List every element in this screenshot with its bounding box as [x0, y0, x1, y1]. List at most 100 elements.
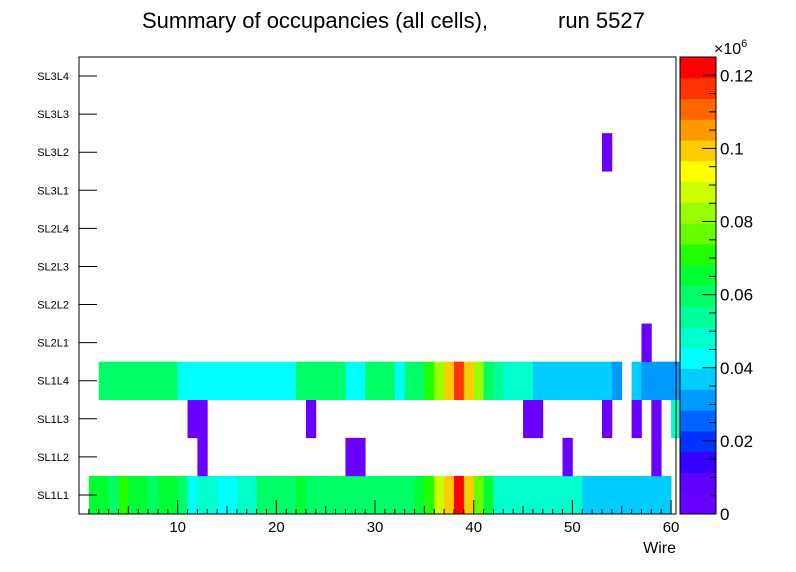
heatmap-cell: [167, 475, 179, 515]
heatmap-cell: [414, 361, 425, 401]
heatmap-cell: [621, 475, 632, 515]
x-tick-label: 10: [169, 519, 186, 536]
heatmap-cell: [138, 361, 149, 401]
heatmap-cell: [98, 475, 110, 515]
heatmap-cell: [177, 361, 188, 401]
heatmap-cell: [187, 399, 198, 439]
heatmap-cell: [483, 475, 494, 515]
color-scale-segment: [680, 327, 716, 349]
y-tick-label: SL1L1: [37, 490, 69, 502]
heatmap-cell: [651, 437, 662, 477]
heatmap-cell: [128, 361, 139, 401]
heatmap-cell: [414, 475, 425, 515]
heatmap-cell: [601, 361, 613, 401]
heatmap-cell: [641, 361, 652, 401]
heatmap-cell: [276, 361, 287, 401]
heatmap-cell: [118, 475, 129, 515]
y-tick-label: SL1L2: [37, 452, 69, 464]
heatmap-cell: [305, 475, 317, 515]
y-tick-label: SL2L3: [37, 261, 69, 273]
heatmap-cell: [365, 475, 376, 515]
z-tick-label: 0.02: [720, 432, 753, 451]
heatmap-cell: [641, 475, 652, 515]
heatmap-cells: [88, 133, 682, 515]
heatmap-cell: [394, 361, 406, 401]
heatmap-cell: [355, 437, 366, 477]
heatmap-cell: [375, 475, 386, 515]
heatmap-cell: [542, 361, 554, 401]
heatmap-cell: [118, 361, 129, 401]
heatmap-cell: [345, 475, 356, 515]
heatmap-cell: [463, 361, 475, 401]
heatmap-cell: [592, 475, 603, 515]
heatmap-cell: [434, 475, 445, 515]
heatmap-cell: [286, 361, 297, 401]
heatmap-cell: [315, 475, 327, 515]
heatmap-cell: [325, 475, 336, 515]
run-label: run 5527: [558, 8, 645, 33]
heatmap-cell: [256, 475, 267, 515]
color-scale-segment: [680, 368, 716, 390]
heatmap-cell: [611, 361, 623, 401]
heatmap-cell: [394, 475, 406, 515]
heatmap-cell: [217, 361, 228, 401]
heatmap-cell: [651, 399, 662, 439]
heatmap-cell: [562, 475, 573, 515]
heatmap-cell: [651, 475, 662, 515]
heatmap-cell: [227, 475, 238, 515]
heatmap-cell: [266, 361, 277, 401]
color-scale-segment: [680, 451, 716, 473]
heatmap-cell: [424, 475, 435, 515]
heatmap-cell: [552, 361, 563, 401]
heatmap-cell: [197, 361, 208, 401]
heatmap-cell: [404, 361, 415, 401]
color-scale-segment: [680, 223, 716, 245]
heatmap-cell: [503, 475, 514, 515]
heatmap-cell: [157, 361, 169, 401]
heatmap-cell: [365, 361, 376, 401]
z-tick-label: 0.06: [720, 286, 753, 305]
heatmap-cell: [355, 361, 366, 401]
heatmap-cell: [453, 361, 465, 401]
color-scale-segment: [680, 430, 716, 453]
heatmap-cell: [572, 475, 583, 515]
heatmap-cell: [236, 475, 248, 515]
heatmap-cell: [444, 361, 455, 401]
color-scale-segment: [680, 181, 716, 203]
z-tick-label: 0.08: [720, 213, 753, 232]
z-tick-label: 0: [720, 505, 729, 524]
heatmap-cell: [197, 475, 208, 515]
heatmap-cell: [335, 361, 346, 401]
heatmap-cell: [325, 361, 336, 401]
color-scale-segment: [680, 285, 716, 307]
heatmap-cell: [246, 475, 258, 515]
y-tick-label: SL3L3: [37, 109, 69, 121]
z-tick-label: 0.1: [720, 139, 744, 158]
heatmap-cell: [217, 475, 228, 515]
y-tick-label: SL2L4: [37, 223, 69, 235]
heatmap-cell: [631, 399, 642, 439]
heatmap-cell: [651, 361, 662, 401]
heatmap-cell: [483, 361, 494, 401]
chart-title: Summary of occupancies (all cells),: [142, 8, 488, 33]
x-axis: 10 20 30 40 50 60: [88, 500, 680, 536]
heatmap-cell: [641, 323, 652, 362]
heatmap-cell: [473, 475, 484, 515]
z-scale-exponent: ×106: [714, 38, 747, 58]
heatmap-cell: [661, 361, 672, 401]
heatmap-cell: [197, 399, 208, 439]
heatmap-cell: [355, 475, 366, 515]
x-tick-label: 60: [663, 519, 680, 536]
heatmap-cell: [384, 475, 396, 515]
heatmap-cell: [157, 475, 169, 515]
heatmap-cell: [611, 475, 623, 515]
x-tick-label: 20: [268, 519, 285, 536]
color-scale-segment: [680, 119, 716, 141]
color-scale-segment: [680, 389, 716, 411]
heatmap-cell: [582, 475, 593, 515]
color-scale-segment: [680, 493, 716, 515]
heatmap-cell: [582, 361, 593, 401]
heatmap-cell: [562, 437, 573, 477]
heatmap-cell: [532, 475, 544, 515]
